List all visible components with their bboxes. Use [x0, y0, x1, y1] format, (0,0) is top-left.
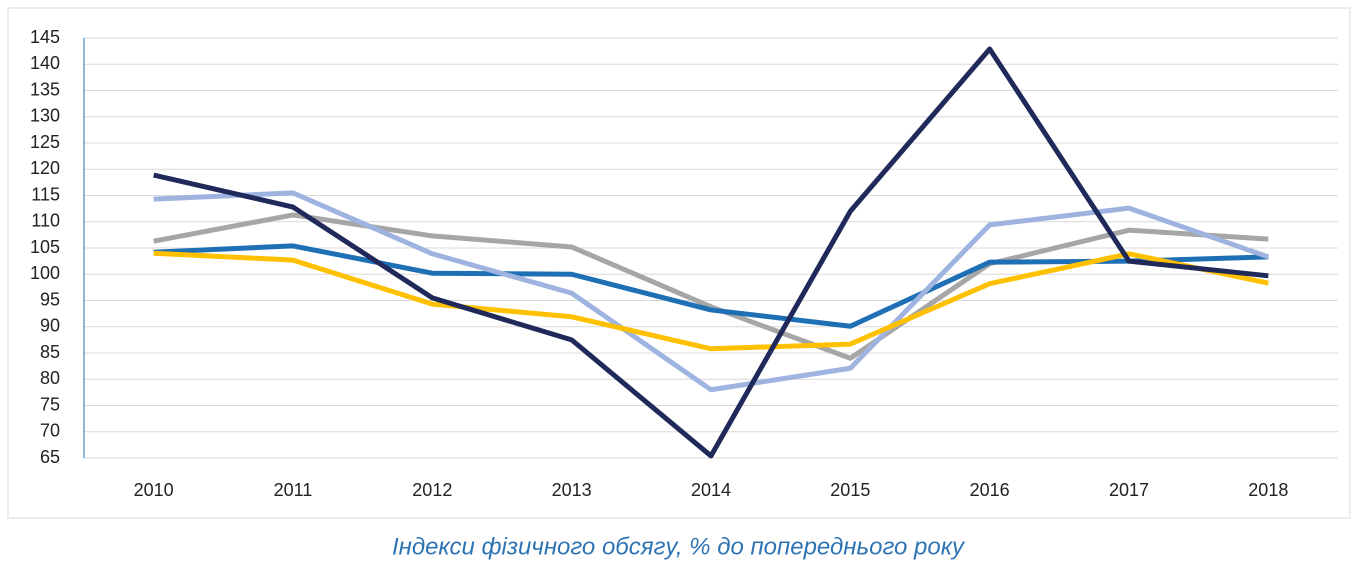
y-tick-label: 120 — [30, 158, 60, 178]
x-tick-label: 2016 — [970, 480, 1010, 500]
y-tick-label: 145 — [30, 27, 60, 47]
x-tick-label: 2014 — [691, 480, 731, 500]
y-tick-label: 135 — [30, 79, 60, 99]
x-tick-label: 2013 — [552, 480, 592, 500]
x-tick-label: 2012 — [412, 480, 452, 500]
y-tick-label: 70 — [40, 421, 60, 441]
x-tick-label: 2018 — [1248, 480, 1288, 500]
y-tick-label: 80 — [40, 368, 60, 388]
y-tick-label: 110 — [31, 211, 60, 231]
y-tick-label: 130 — [30, 106, 60, 126]
y-tick-label: 65 — [40, 447, 60, 467]
series-line — [153, 212, 1269, 361]
x-tick-label: 2017 — [1109, 480, 1149, 500]
y-tick-label: 100 — [30, 263, 60, 283]
series-line — [153, 250, 1269, 352]
series-line — [153, 190, 1270, 393]
y-tick-label: 75 — [40, 394, 60, 414]
y-tick-label: 90 — [40, 316, 60, 336]
y-tick-label: 105 — [30, 237, 60, 257]
y-tick-label: 85 — [40, 342, 60, 362]
x-tick-label: 2015 — [830, 480, 870, 500]
series-line — [153, 46, 1269, 459]
y-tick-label: 115 — [31, 184, 60, 204]
y-tick-label: 140 — [30, 53, 60, 73]
y-tick-label: 95 — [40, 289, 60, 309]
y-tick-label: 125 — [30, 132, 60, 152]
x-tick-label: 2010 — [134, 480, 174, 500]
chart-caption: Індекси фізичного обсягу, % до попереднь… — [392, 533, 966, 560]
x-tick-label: 2011 — [274, 480, 313, 500]
